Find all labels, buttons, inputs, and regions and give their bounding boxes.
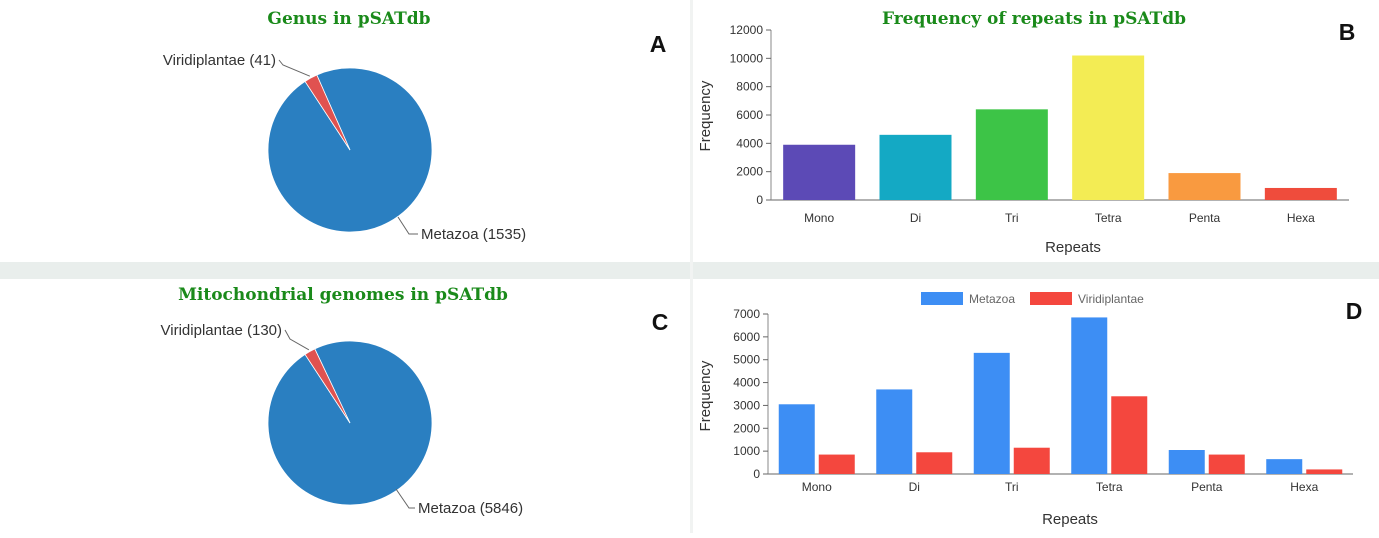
pie-label-metazoa: Metazoa (1535) <box>421 226 526 243</box>
y-tick-label: 2000 <box>736 165 763 179</box>
y-tick-label: 0 <box>756 193 763 207</box>
frequency-bar-chart: Frequency of repeats in pSATdb B 0 2000 40… <box>697 9 1356 256</box>
pie-slice-viridiplantae <box>304 74 351 151</box>
pie-plot: Viridiplantae (41) Metazoa (1535) <box>163 52 526 243</box>
bar-plot: 0 1000 2000 3000 4000 5000 6000 7000 Mono Di Tri Te… <box>733 307 1353 494</box>
bar-viridiplantae-mono <box>818 454 855 474</box>
legend-swatch-metazoa <box>921 292 963 305</box>
bar-plot: 0 2000 4000 6000 8000 10000 12000 Mono Di Tri Tetr… <box>730 23 1349 225</box>
bar-viridiplantae-penta <box>1208 454 1245 474</box>
panel-letter: D <box>1346 298 1363 324</box>
y-tick-label: 1000 <box>733 444 760 458</box>
pie-plot: Viridiplantae (130) Metazoa (5846) <box>161 322 524 517</box>
y-tick-label: 10000 <box>730 51 764 65</box>
x-tick-label: Di <box>909 480 920 494</box>
y-axis-title: Frequency <box>697 80 714 151</box>
y-tick-label: 6000 <box>733 330 760 344</box>
bar-metazoa-tetra <box>1071 317 1108 474</box>
pie-leader-line <box>284 329 310 351</box>
bar-viridiplantae-tetra <box>1111 396 1148 474</box>
y-tick-label: 12000 <box>730 23 764 37</box>
x-tick-label: Tri <box>1005 211 1019 225</box>
bar-metazoa-hexa <box>1266 459 1303 474</box>
x-tick-label: Tetra <box>1096 480 1123 494</box>
y-tick-label: 5000 <box>733 353 760 367</box>
x-tick-label: Penta <box>1189 211 1221 225</box>
bar-tri <box>975 109 1048 200</box>
x-tick-label: Mono <box>802 480 832 494</box>
legend: Metazoa Viridiplantae <box>921 292 1144 306</box>
panel-letter: C <box>652 309 669 335</box>
x-axis-title: Repeats <box>1042 511 1098 528</box>
x-tick-label: Mono <box>804 211 834 225</box>
y-axis-title: Frequency <box>697 360 714 431</box>
pie-label-viridiplantae: Viridiplantae (130) <box>161 322 282 339</box>
panel-separator-vertical <box>690 0 693 533</box>
legend-label-viridiplantae: Viridiplantae <box>1078 292 1144 306</box>
bar-viridiplantae-tri <box>1013 447 1050 474</box>
bar-mono <box>783 144 856 200</box>
bar-metazoa-mono <box>778 404 815 474</box>
x-tick-label: Hexa <box>1287 211 1315 225</box>
bar-penta <box>1168 173 1241 200</box>
y-tick-label: 7000 <box>733 307 760 321</box>
panel-separator-band <box>0 262 1379 279</box>
grouped-bar-chart: Metazoa Viridiplantae D 0 1000 2000 3000 4000… <box>697 292 1363 528</box>
panel-b-frequency-bar: Frequency of repeats in pSATdb B 0 2000 40… <box>693 0 1379 262</box>
y-tick-label: 6000 <box>736 108 763 122</box>
pie-leader-line <box>278 59 311 77</box>
panel-letter: B <box>1339 19 1356 45</box>
bar-viridiplantae-hexa <box>1306 469 1343 474</box>
pie-label-metazoa: Metazoa (5846) <box>418 500 523 517</box>
panel-c-mitochondrial-pie: Mitochondrial genomes in pSATdb C Viridi… <box>0 279 690 533</box>
x-tick-label: Di <box>910 211 921 225</box>
y-tick-label: 8000 <box>736 80 763 94</box>
y-tick-label: 0 <box>753 467 760 481</box>
y-tick-label: 4000 <box>733 376 760 390</box>
bar-metazoa-di <box>876 389 913 474</box>
mitochondrial-pie-chart: Mitochondrial genomes in pSATdb C Viridi… <box>161 285 669 517</box>
bar-metazoa-tri <box>973 352 1010 474</box>
x-tick-label: Penta <box>1191 480 1223 494</box>
y-tick-label: 4000 <box>736 136 763 150</box>
x-axis-title: Repeats <box>1045 239 1101 256</box>
x-tick-label: Tetra <box>1095 211 1122 225</box>
bar-hexa <box>1264 187 1337 200</box>
bar-tetra <box>1072 55 1145 200</box>
y-tick-label: 3000 <box>733 398 760 412</box>
chart-title: Genus in pSATdb <box>267 9 430 29</box>
bar-viridiplantae-di <box>916 452 953 474</box>
x-tick-label: Tri <box>1005 480 1019 494</box>
panel-d-grouped-bar: Metazoa Viridiplantae D 0 1000 2000 3000 4000… <box>693 279 1379 533</box>
pie-label-viridiplantae: Viridiplantae (41) <box>163 52 276 69</box>
panel-a-genus-pie: Genus in pSATdb A Viridiplantae (41) Meta… <box>0 0 690 262</box>
legend-label-metazoa: Metazoa <box>969 292 1015 306</box>
chart-title: Frequency of repeats in pSATdb <box>882 9 1186 29</box>
pie-leader-line <box>397 216 418 235</box>
bar-metazoa-penta <box>1168 450 1205 474</box>
genus-pie-chart: Genus in pSATdb A Viridiplantae (41) Meta… <box>163 9 667 243</box>
chart-title: Mitochondrial genomes in pSATdb <box>178 285 508 305</box>
x-tick-label: Hexa <box>1290 480 1318 494</box>
legend-swatch-viridiplantae <box>1030 292 1072 305</box>
bar-di <box>879 134 952 200</box>
panel-letter: A <box>650 31 667 57</box>
y-tick-label: 2000 <box>733 421 760 435</box>
pie-slice-viridiplantae <box>304 348 351 424</box>
pie-leader-line <box>395 488 415 509</box>
